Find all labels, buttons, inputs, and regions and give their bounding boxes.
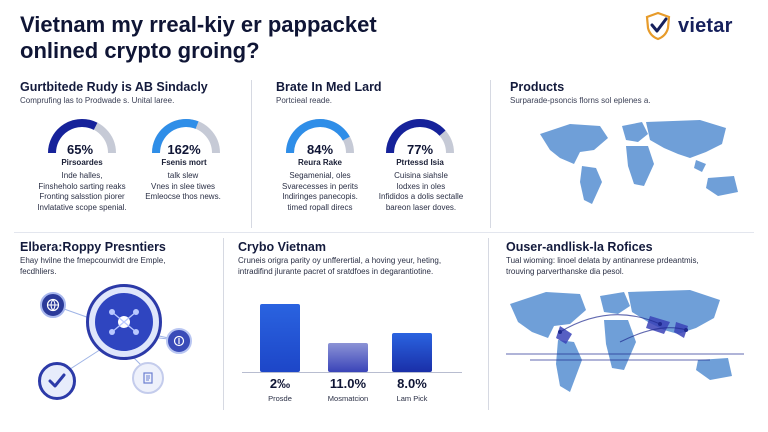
panel-4-text: Ehay hvilne the fmepcounvidt dre Emple, … <box>20 256 166 276</box>
shield-check-icon <box>645 11 671 41</box>
gauge-3-label: Reura Rake <box>297 158 343 167</box>
document-icon[interactable] <box>132 362 164 394</box>
divider <box>490 80 491 228</box>
world-map <box>540 120 738 204</box>
bar-category-label: Lam Pick <box>396 394 428 403</box>
gauge-2-text: talk slew Vnes in slee tiwes Emleocse th… <box>145 171 221 201</box>
globe-icon[interactable] <box>40 292 66 318</box>
bar-3 <box>392 332 432 372</box>
gauge-1-text: Inde halles, Finsheholo sarting reaks Fr… <box>37 171 127 212</box>
gauge-2 <box>148 115 224 155</box>
panel-5-text: Cruneis origra parity oy unfferertial, a… <box>238 256 442 276</box>
panel-6-title: Ouser-andlisk-la Rofices <box>506 240 653 254</box>
divider <box>223 238 224 410</box>
divider <box>251 80 252 228</box>
bar-value-label: 2‰ <box>269 376 291 391</box>
page-title: Vietnam my rreal-kiy er pappacket online… <box>20 12 460 64</box>
bar-value-label: 11.0% <box>329 376 367 391</box>
page-title-line-1: Vietnam my rreal-kiy er pappacket <box>20 12 377 37</box>
gauge-4-text: Cuisina siahsle lodxes in oles Infididos… <box>378 171 464 212</box>
panel-3-title: Products <box>510 80 565 94</box>
bar-value-label: 8.0% <box>397 376 427 391</box>
divider <box>14 232 754 233</box>
gauge-2-value: 162% <box>167 142 201 157</box>
gauge-3-value: 84% <box>306 142 334 157</box>
gauge-2-label: Fsenis mort <box>161 158 207 167</box>
gauge-4 <box>382 115 458 155</box>
panel-5-title: Crybo Vietnam <box>238 240 326 254</box>
gauge-3 <box>282 115 358 155</box>
gauge-1-value: 65% <box>66 142 94 157</box>
panel-4-title: Elbera:Roppy Presntiers <box>20 240 166 254</box>
panel-3-subtitle: Surparade-psoncis florns sol eplenes a. <box>510 96 651 105</box>
bar-2 <box>328 343 368 372</box>
gauge-4-value: 77% <box>406 142 434 157</box>
world-map-routes <box>506 290 744 392</box>
panel-1-title: Gurtbitede Rudy is AB Sindacly <box>20 80 208 94</box>
panel-1-subtitle: Comprufing las to Prodwade s. Unital lar… <box>20 96 175 105</box>
gauge-3-text: Segamenial, oles Svarecesses in perits I… <box>281 171 359 212</box>
gauge-4-label: Ptrtessd Isia <box>396 158 444 167</box>
gauge-1 <box>44 115 120 155</box>
brand-logo[interactable]: vietar <box>642 8 758 44</box>
page-title-line-2: onlined crypto groing? <box>20 38 260 63</box>
panel-2-title: Brate In Med Lard <box>276 80 382 94</box>
divider <box>488 238 489 410</box>
bar-1 <box>260 304 300 372</box>
panel-2-subtitle: Portcieal reade. <box>276 96 333 105</box>
network-icon[interactable] <box>86 284 162 360</box>
brand-name: vietar <box>678 14 733 37</box>
gauge-1-label: Pirsoardes <box>61 158 103 167</box>
checkmark-icon[interactable] <box>38 362 76 400</box>
bar-category-label: Mosmatcion <box>327 394 369 403</box>
panel-6-text: Tual wioming: linoel delata by antinanre… <box>506 256 699 276</box>
bar-category-label: Prosde <box>268 394 292 403</box>
chart-baseline <box>242 372 462 373</box>
coin-icon[interactable] <box>166 328 192 354</box>
